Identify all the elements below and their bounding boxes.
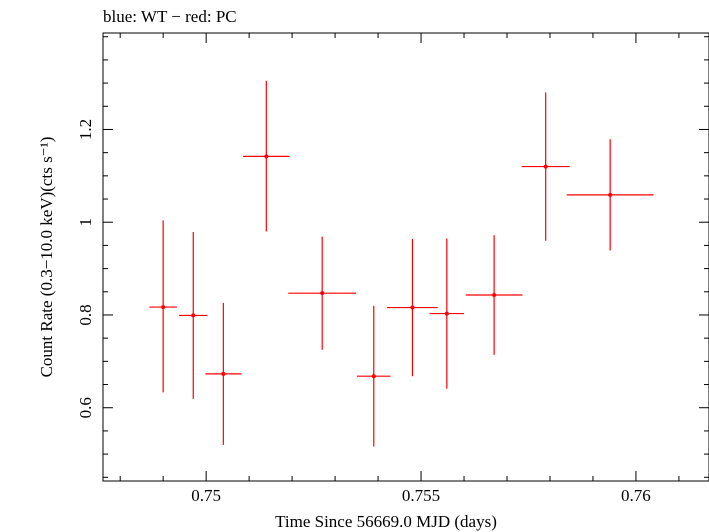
data-point (387, 238, 438, 377)
data-marker (264, 154, 269, 159)
axis-ticks (103, 33, 709, 481)
y-tick-label: 0.6 (76, 397, 95, 418)
x-axis-title: Time Since 56669.0 MJD (days) (275, 512, 497, 531)
data-point (288, 236, 357, 350)
data-point (243, 80, 290, 232)
data-point (566, 139, 654, 251)
chart-title: blue: WT − red: PC (103, 7, 237, 26)
data-point (179, 231, 208, 399)
y-axis-title: Count Rate (0.3−10.0 keV)(cts s⁻¹) (37, 137, 56, 378)
data-marker (410, 305, 415, 310)
data-marker (444, 311, 449, 316)
y-tick-label: 0.8 (76, 304, 95, 325)
data-marker (320, 291, 325, 296)
x-tick-label: 0.755 (402, 486, 440, 505)
data-marker (543, 164, 548, 169)
data-point (205, 302, 242, 445)
data-point (429, 238, 465, 389)
data-point (521, 92, 570, 241)
data-marker (608, 192, 613, 197)
data-marker (191, 313, 196, 318)
data-point (357, 305, 391, 447)
y-tick-label: 1.2 (76, 119, 95, 140)
data-marker (161, 305, 166, 310)
data-marker (371, 374, 376, 379)
data-point (465, 235, 523, 355)
axis-tick-labels: 0.75 0.755 0.76 0.6 0.8 1 1.2 (76, 119, 651, 505)
x-tick-label: 0.76 (621, 486, 651, 505)
data-marker (221, 371, 226, 376)
data-point (149, 220, 177, 393)
data-marker (492, 293, 497, 298)
plot-frame (102, 32, 709, 482)
y-tick-label: 1 (76, 218, 95, 227)
data-series-pc (149, 80, 654, 447)
x-tick-label: 0.75 (191, 486, 221, 505)
